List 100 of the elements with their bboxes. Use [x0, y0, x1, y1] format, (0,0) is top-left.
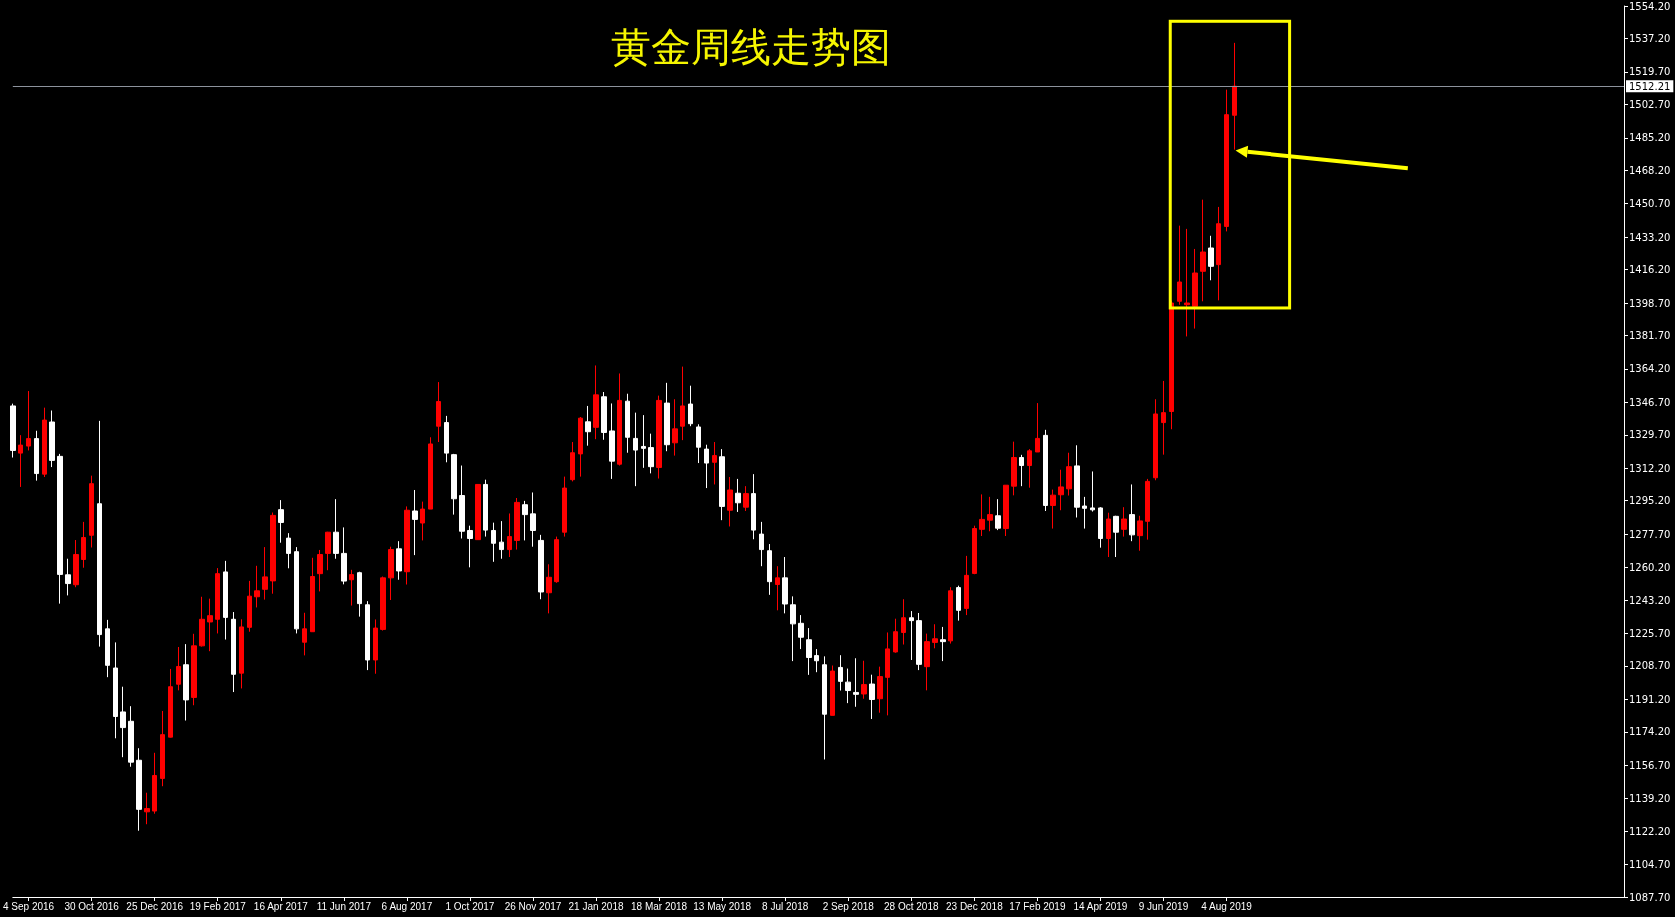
- candlestick: [601, 391, 607, 441]
- candlestick: [278, 499, 284, 544]
- y-tick-label: 1122.20: [1629, 825, 1671, 837]
- candlestick: [593, 364, 599, 440]
- candlestick: [845, 668, 851, 704]
- candlestick: [696, 423, 701, 464]
- candlestick: [995, 498, 1001, 531]
- y-tick-label: 1087.70: [1629, 891, 1671, 903]
- y-tick-label: 1208.70: [1629, 660, 1671, 672]
- y-tick-label: 1191.20: [1629, 693, 1671, 705]
- candlestick: [1043, 429, 1048, 512]
- candlestick: [767, 543, 772, 596]
- candlestick: [909, 610, 914, 661]
- candlestick: [530, 491, 536, 548]
- candlestick: [719, 448, 725, 521]
- candlestick: [1019, 454, 1024, 487]
- candlestick: [562, 476, 567, 538]
- candlestick: [751, 473, 756, 540]
- y-tick-label: 1312.20: [1629, 462, 1671, 474]
- y-tick-label: 1450.70: [1629, 198, 1671, 210]
- candlestick: [680, 366, 685, 441]
- y-tick-label: 1139.20: [1629, 793, 1671, 805]
- candlestick: [1137, 515, 1143, 552]
- x-tick-label: 6 Aug 2017: [381, 900, 433, 912]
- candlestick: [120, 686, 126, 758]
- candlestick: [775, 565, 780, 611]
- candlestick: [294, 546, 299, 634]
- candlestick: [814, 648, 819, 673]
- y-tick-label: 1537.20: [1629, 32, 1671, 44]
- candlestick: [585, 405, 591, 447]
- candlestick: [176, 646, 181, 691]
- candlestick: [625, 393, 630, 454]
- candlestick: [223, 560, 228, 641]
- y-tick-label: 1295.20: [1629, 495, 1671, 507]
- candlestick: [656, 395, 662, 480]
- candlestick: [1129, 483, 1135, 542]
- candlestick: [648, 433, 654, 474]
- x-tick-label: 14 Apr 2019: [1073, 900, 1128, 912]
- candlestick: [436, 381, 441, 443]
- candlestick: [168, 668, 173, 739]
- candlestick: [310, 557, 315, 633]
- candlestick: [113, 641, 118, 739]
- candlestick: [42, 407, 47, 478]
- candlestick: [388, 546, 394, 601]
- candlestick: [1208, 235, 1214, 281]
- x-tick-label: 16 Apr 2017: [253, 900, 309, 912]
- candlestick: [404, 505, 410, 586]
- candlestick: [215, 567, 220, 634]
- candlestick: [49, 410, 55, 468]
- candlestick: [790, 595, 796, 662]
- candlestick: [507, 512, 512, 558]
- candlestick: [459, 465, 465, 539]
- candlestick: [207, 598, 213, 652]
- candlestick: [538, 534, 544, 600]
- candlestick: [1121, 506, 1127, 538]
- candlestick: [822, 655, 827, 760]
- y-tick-label: 1554.20: [1629, 0, 1671, 12]
- candlestick: [853, 657, 859, 708]
- candlestick: [901, 598, 906, 645]
- candlestick: [1082, 496, 1087, 530]
- candlestick: [247, 580, 252, 633]
- candlestick: [1232, 42, 1237, 151]
- candlestick: [34, 430, 39, 482]
- candlestick: [231, 611, 236, 693]
- candlestick: [1145, 478, 1150, 541]
- candlestick: [349, 569, 354, 607]
- candlestick: [759, 521, 764, 567]
- candlestick: [1027, 448, 1032, 489]
- candlestick: [743, 485, 749, 512]
- candlestick: [885, 631, 890, 716]
- candlestick: [712, 441, 717, 485]
- candlestick: [633, 412, 638, 487]
- y-tick-label: 1519.70: [1629, 66, 1671, 78]
- candlestick: [948, 586, 953, 645]
- candlestick: [65, 558, 71, 596]
- candlestick: [522, 500, 528, 541]
- candlestick: [570, 441, 575, 482]
- candlestick: [688, 385, 693, 427]
- candlestick: [924, 633, 930, 691]
- candlestick: [916, 612, 922, 671]
- candlestick: [1098, 506, 1103, 549]
- candlestick: [940, 626, 946, 662]
- y-tick-label: 1243.20: [1629, 594, 1671, 606]
- candlestick: [89, 475, 94, 548]
- x-tick-label: 26 Nov 2017: [504, 900, 562, 912]
- candlestick: [1090, 470, 1095, 513]
- candlestick: [672, 398, 678, 457]
- candlestick: [373, 618, 378, 675]
- candlestick: [1011, 441, 1017, 496]
- candlestick: [956, 585, 961, 622]
- candlestick: [191, 633, 197, 706]
- candlestick: [144, 792, 150, 825]
- x-tick-label: 11 Jun 2017: [316, 900, 372, 912]
- x-tick-label: 23 Dec 2018: [945, 900, 1004, 912]
- candlestick: [444, 415, 449, 463]
- candlestick: [514, 497, 520, 551]
- candlestick: [199, 596, 205, 648]
- x-tick-label: 18 Mar 2018: [631, 900, 688, 912]
- candlestick: [1074, 444, 1080, 518]
- y-tick-label: 1468.20: [1629, 164, 1671, 176]
